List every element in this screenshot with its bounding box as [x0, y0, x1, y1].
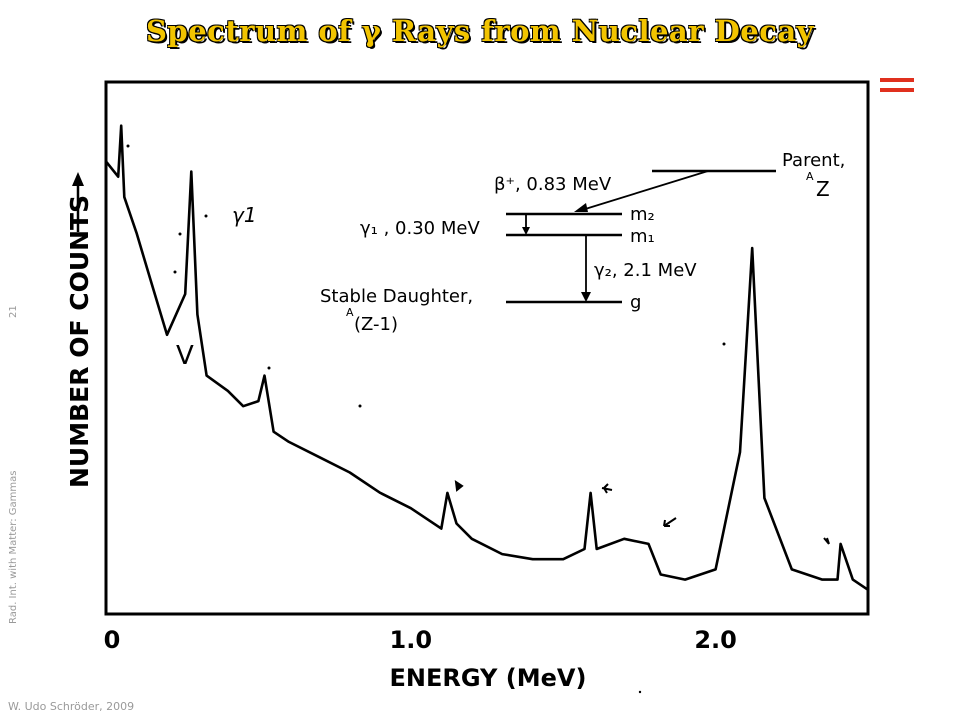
spectrum-point	[242, 405, 244, 408]
spectrum-point	[150, 283, 153, 285]
spectrum-point	[105, 160, 107, 163]
spectrum-point	[184, 293, 186, 295]
x-axis-label: ENERGY (MeV)	[390, 664, 587, 692]
peak-arrow-2	[601, 483, 613, 494]
spectrum-point	[123, 196, 126, 198]
spectrum-point	[647, 543, 650, 545]
x-tick-labels: 0 1.0 2.0	[104, 626, 737, 654]
spectrum-point	[190, 170, 193, 173]
spectrum-point	[318, 456, 321, 459]
spectrum-point	[821, 578, 824, 581]
beta-arrow	[581, 170, 709, 211]
spectrum-point	[739, 451, 741, 453]
spectrum-line	[104, 124, 869, 591]
decay-scheme: Parent, A Z β⁺, 0.83 MeV m₂ m₁ γ₁ , 0.30…	[320, 150, 845, 335]
plot-frame	[104, 80, 870, 616]
beta-label: β⁺, 0.83 MeV	[494, 174, 612, 195]
peak-arrow-3	[663, 517, 677, 527]
spectrum-point	[589, 492, 592, 494]
spectrum-point	[227, 390, 229, 392]
slide-title: Spectrum of γ Rays from Nuclear Decay	[145, 14, 814, 48]
parent-label: Parent,	[782, 150, 845, 171]
peak-arrow-4	[823, 537, 830, 545]
daughter-nucleus: (Z-1)	[354, 314, 398, 335]
spectrum-point	[659, 573, 662, 576]
parent-nucleus: Z	[816, 177, 830, 201]
spectrum-point	[410, 507, 412, 510]
spectrum-point	[867, 589, 869, 591]
y-axis-label-group: NUMBER OF COUNTS	[65, 172, 94, 488]
spectrum-point	[763, 497, 766, 499]
m2-label: m₂	[630, 204, 655, 225]
spectrum-point	[595, 548, 598, 550]
spectrum-point	[379, 492, 382, 494]
spectrum-point	[288, 441, 290, 443]
gamma1-label: γ₁ , 0.30 MeV	[360, 218, 480, 239]
spectrum-point	[791, 568, 793, 571]
spectrum-point	[623, 538, 625, 540]
accent-bar-bottom	[880, 88, 914, 92]
y-axis-arrowhead	[72, 172, 84, 186]
gamma1-peak-label: γ1	[232, 203, 257, 227]
gamma2-label: γ₂, 2.1 MeV	[594, 260, 697, 281]
spectrum-point	[263, 374, 266, 377]
daughter-label: Stable Daughter,	[320, 286, 473, 307]
author-footer: W. Udo Schröder, 2009	[8, 700, 135, 713]
x-tick-label: 1.0	[390, 626, 433, 654]
spectrum-point	[349, 471, 351, 474]
peak-arrow-1	[454, 479, 464, 492]
gamma2-arrowhead	[581, 292, 591, 302]
beta-arrowhead	[574, 203, 588, 212]
spectrum-point	[471, 538, 473, 540]
x-tick-label: 2.0	[694, 626, 737, 654]
y-axis-label: NUMBER OF COUNTS	[65, 195, 94, 488]
parent-mass-super: A	[806, 170, 814, 183]
spectrum-point	[135, 232, 138, 234]
spectrum-point	[257, 400, 260, 402]
spectrum-point	[117, 175, 119, 178]
accent-bar-top	[880, 78, 914, 82]
ground-label: g	[630, 292, 641, 313]
spectrum-point	[446, 492, 449, 494]
spectrum-point	[455, 522, 458, 525]
spectrum-point	[684, 578, 686, 581]
spectrum-point	[501, 553, 504, 555]
spectrum-point	[440, 527, 443, 530]
spectrum-point	[562, 558, 564, 560]
spectrum-point	[751, 247, 753, 249]
spectrum-point	[272, 430, 275, 433]
spectrum-point	[714, 568, 717, 571]
spectrum-point	[196, 313, 199, 316]
spectrum-point	[839, 543, 842, 545]
gamma1-arrowhead	[522, 227, 530, 235]
v-mark: V	[176, 341, 194, 371]
spectrum-point	[205, 374, 208, 377]
peak-arrows	[454, 479, 830, 545]
spectrum-point	[852, 578, 854, 581]
spectrum-point	[836, 578, 839, 581]
x-tick-label: 0	[104, 626, 121, 654]
spectrum-point	[531, 558, 534, 560]
m1-label: m₁	[630, 226, 655, 247]
spectrum-point	[166, 334, 168, 336]
spectrum-point	[120, 124, 122, 127]
stray-marks	[126, 144, 726, 694]
spectrum-point	[583, 548, 586, 550]
spectrum-points	[105, 124, 869, 591]
daughter-mass-super: A	[346, 306, 354, 319]
